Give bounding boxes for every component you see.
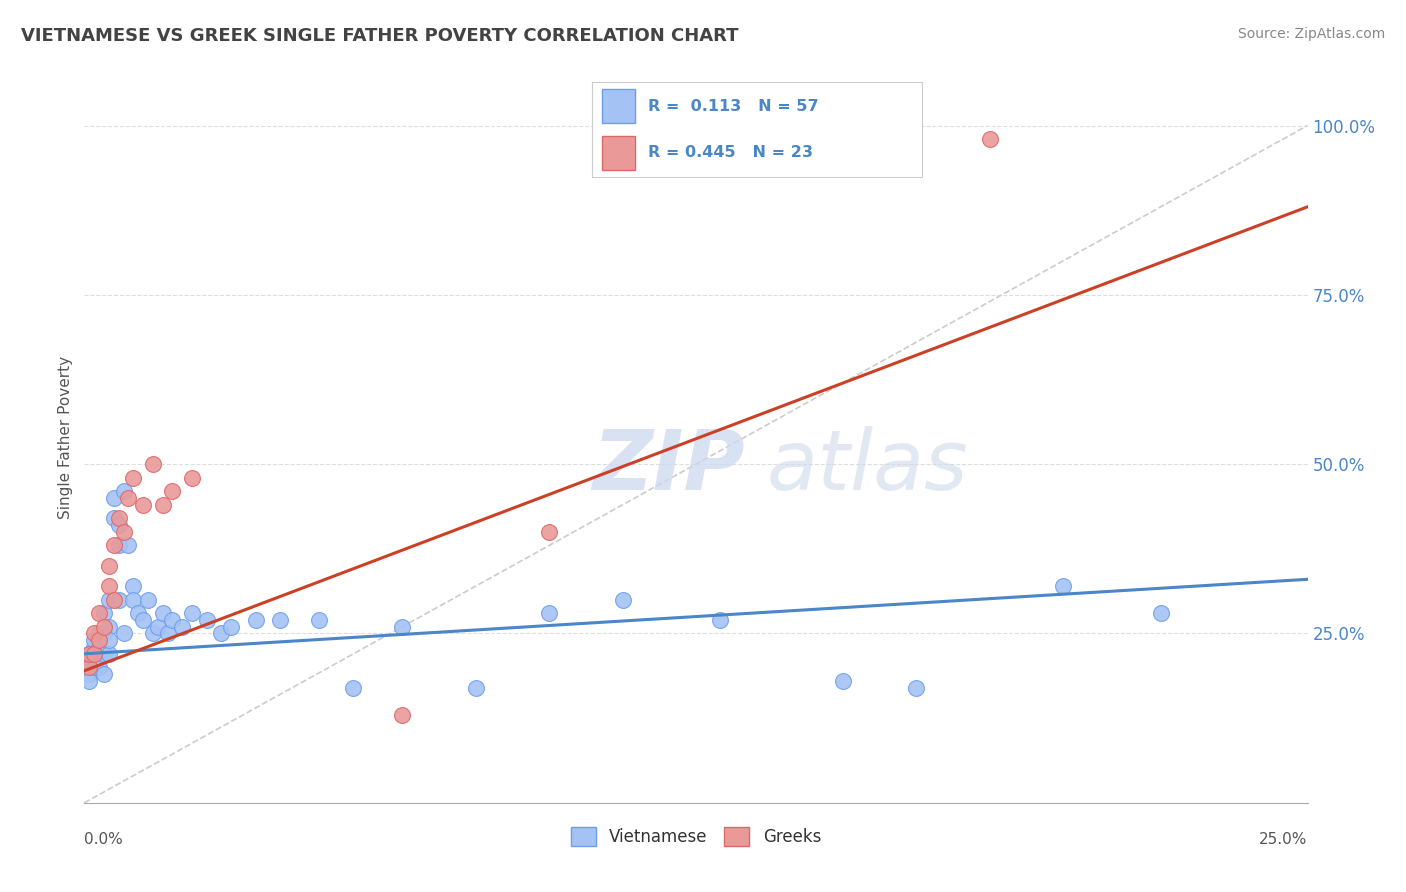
Point bbox=[103, 592, 125, 607]
Point bbox=[112, 484, 135, 499]
Point bbox=[87, 626, 110, 640]
Text: 25.0%: 25.0% bbox=[1260, 832, 1308, 847]
Point bbox=[162, 613, 184, 627]
Point bbox=[245, 613, 267, 627]
Point bbox=[112, 626, 135, 640]
Point bbox=[1150, 606, 1173, 620]
Point bbox=[209, 626, 232, 640]
Point bbox=[77, 660, 100, 674]
Point bbox=[132, 613, 155, 627]
Text: ZIP: ZIP bbox=[592, 425, 745, 507]
Point bbox=[83, 654, 105, 668]
Point bbox=[979, 132, 1001, 146]
Legend: Vietnamese, Greeks: Vietnamese, Greeks bbox=[564, 821, 828, 853]
Point bbox=[127, 606, 149, 620]
Point bbox=[93, 620, 115, 634]
Point bbox=[97, 558, 120, 573]
Point bbox=[152, 498, 174, 512]
Point bbox=[93, 626, 115, 640]
Y-axis label: Single Father Poverty: Single Father Poverty bbox=[58, 356, 73, 518]
Point bbox=[709, 613, 731, 627]
Point bbox=[142, 457, 165, 471]
Point bbox=[83, 660, 105, 674]
Point bbox=[831, 673, 853, 688]
Point bbox=[538, 524, 561, 539]
Point bbox=[77, 660, 100, 674]
Point bbox=[107, 592, 129, 607]
Point bbox=[132, 498, 155, 512]
Point bbox=[136, 592, 159, 607]
Point bbox=[97, 579, 120, 593]
Point bbox=[342, 681, 364, 695]
Point bbox=[77, 647, 100, 661]
Point bbox=[87, 660, 110, 674]
Point bbox=[538, 606, 561, 620]
Point bbox=[172, 620, 194, 634]
Point bbox=[269, 613, 291, 627]
Point bbox=[308, 613, 330, 627]
Point bbox=[103, 491, 125, 505]
Point bbox=[83, 626, 105, 640]
Text: Source: ZipAtlas.com: Source: ZipAtlas.com bbox=[1237, 27, 1385, 41]
Point bbox=[219, 620, 242, 634]
Point bbox=[93, 606, 115, 620]
Point bbox=[77, 667, 100, 681]
Point bbox=[87, 640, 110, 654]
Point bbox=[83, 647, 105, 661]
Point bbox=[391, 620, 413, 634]
Point bbox=[122, 471, 145, 485]
Point bbox=[97, 620, 120, 634]
Point bbox=[142, 626, 165, 640]
Point bbox=[117, 491, 139, 505]
Point bbox=[77, 673, 100, 688]
Point bbox=[156, 626, 179, 640]
Point bbox=[103, 538, 125, 552]
Point bbox=[464, 681, 486, 695]
Point bbox=[122, 579, 145, 593]
Point bbox=[103, 511, 125, 525]
Point bbox=[1052, 579, 1074, 593]
Point bbox=[612, 592, 634, 607]
Point bbox=[97, 592, 120, 607]
Point bbox=[122, 592, 145, 607]
Point bbox=[87, 606, 110, 620]
Point bbox=[107, 511, 129, 525]
Point bbox=[93, 647, 115, 661]
Point bbox=[93, 667, 115, 681]
Point bbox=[146, 620, 169, 634]
Point bbox=[107, 518, 129, 533]
Point bbox=[77, 647, 100, 661]
Point bbox=[97, 647, 120, 661]
Text: atlas: atlas bbox=[766, 425, 969, 507]
Text: VIETNAMESE VS GREEK SINGLE FATHER POVERTY CORRELATION CHART: VIETNAMESE VS GREEK SINGLE FATHER POVERT… bbox=[21, 27, 738, 45]
Point bbox=[391, 707, 413, 722]
Point bbox=[195, 613, 218, 627]
Point bbox=[83, 633, 105, 648]
Point bbox=[87, 647, 110, 661]
Point bbox=[97, 633, 120, 648]
Point bbox=[181, 471, 204, 485]
Point bbox=[181, 606, 204, 620]
Point bbox=[83, 640, 105, 654]
Point bbox=[117, 538, 139, 552]
Point bbox=[905, 681, 928, 695]
Point bbox=[107, 538, 129, 552]
Point bbox=[83, 647, 105, 661]
Point bbox=[152, 606, 174, 620]
Point bbox=[112, 524, 135, 539]
Point bbox=[87, 633, 110, 648]
Point bbox=[162, 484, 184, 499]
Text: 0.0%: 0.0% bbox=[84, 832, 124, 847]
